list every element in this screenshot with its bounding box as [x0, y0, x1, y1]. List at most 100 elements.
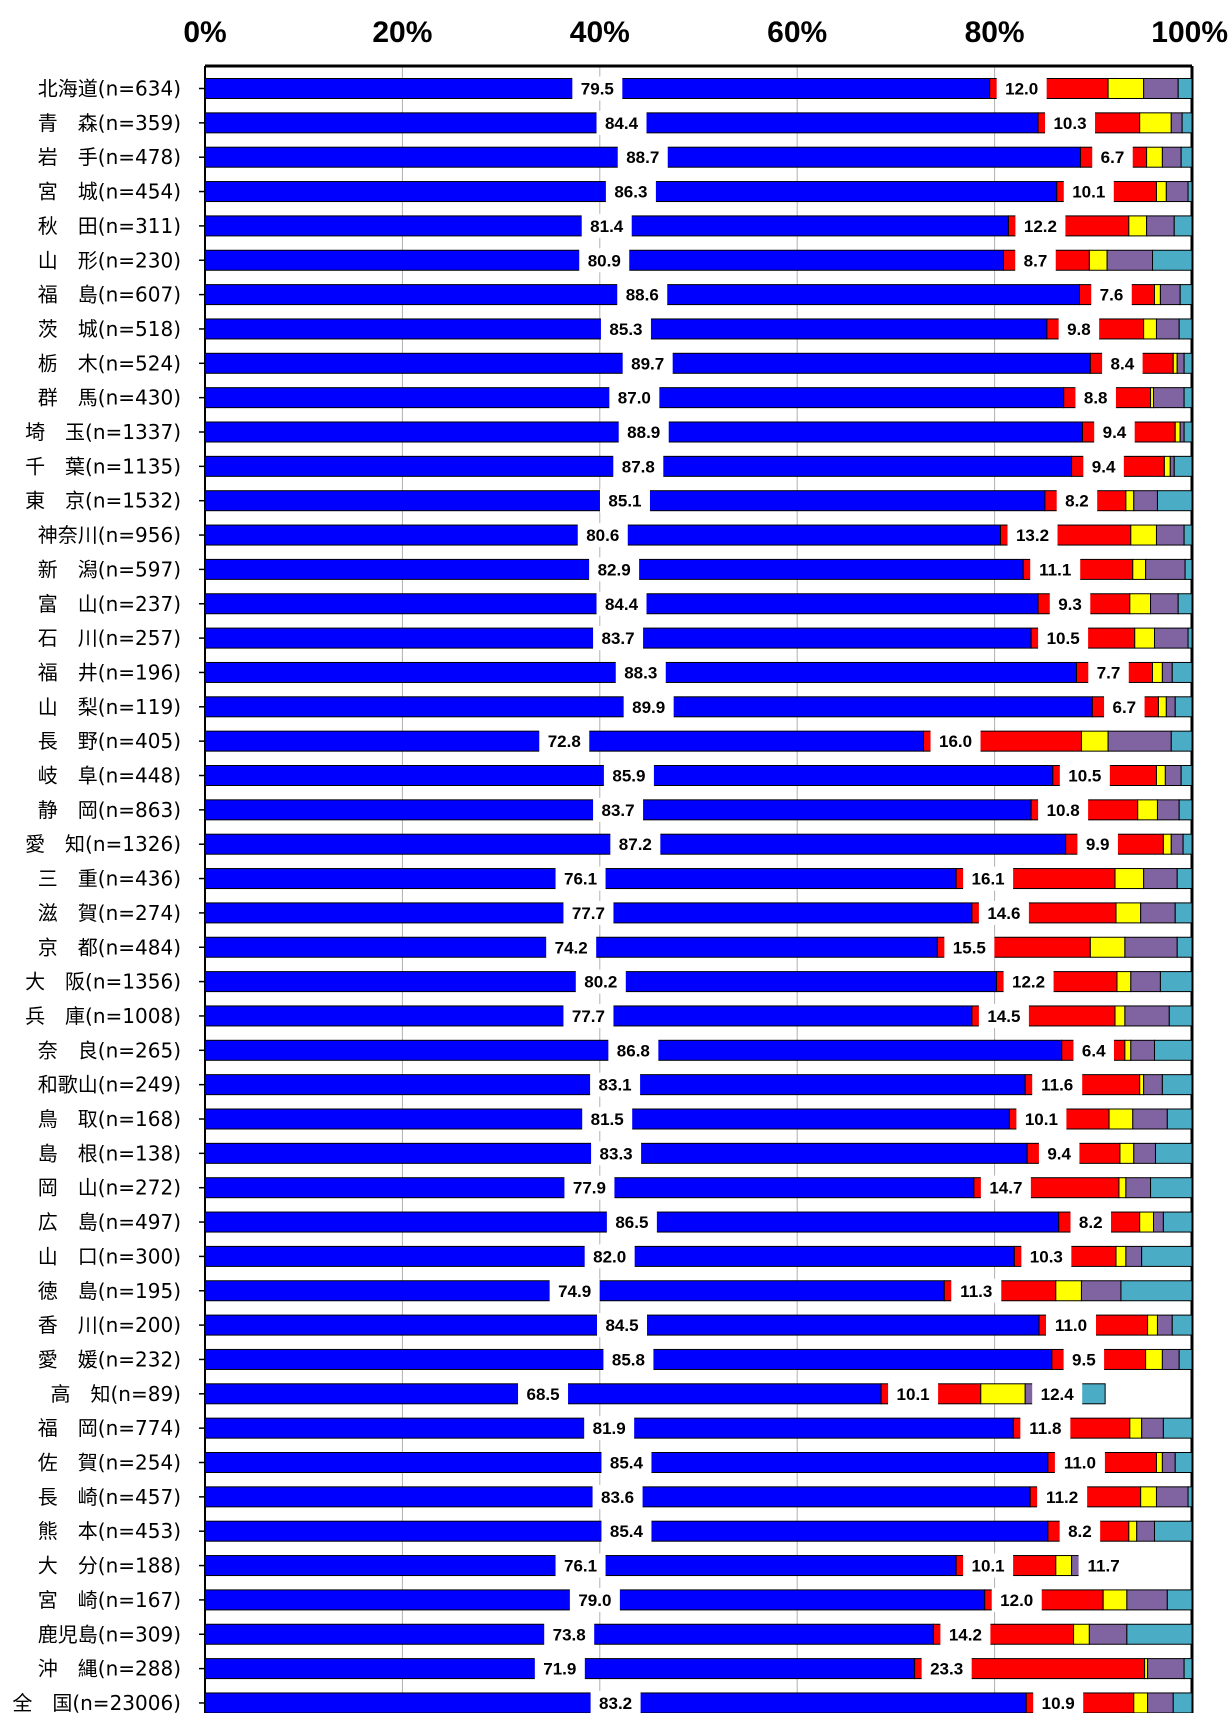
bar-segment: [1174, 696, 1193, 718]
data-label: 9.3: [1058, 595, 1082, 614]
data-label-bg: [1054, 1450, 1105, 1475]
bar-segment: [1129, 593, 1152, 615]
bar-segment: [1145, 1348, 1163, 1370]
data-label: 79.0: [578, 1591, 611, 1610]
bar-segment: [1156, 490, 1193, 512]
data-label-bg: [592, 1484, 643, 1509]
data-label: 84.5: [605, 1316, 638, 1335]
bar-segment: [1152, 249, 1193, 271]
category-label: 宮 城(n=454): [38, 180, 181, 204]
data-label: 12.0: [1000, 1591, 1033, 1610]
bar-segment: [1130, 524, 1157, 546]
data-label: 8.8: [1084, 389, 1108, 408]
data-label: 12.2: [1012, 973, 1045, 992]
bar-segment: [1130, 971, 1161, 993]
bar-segment: [1119, 1142, 1135, 1164]
data-label: 14.7: [989, 1179, 1022, 1198]
bar-segment: [1179, 421, 1185, 443]
data-label: 11.6: [1041, 1076, 1073, 1095]
category-label: 神奈川(n=956): [38, 523, 181, 547]
bar-segment: [1172, 1692, 1193, 1713]
bar-segment: [1120, 1280, 1193, 1302]
category-label: 山 形(n=230): [38, 248, 181, 272]
data-label: 85.3: [609, 320, 642, 339]
data-label-bg: [596, 110, 647, 135]
data-label-bg: [1038, 626, 1089, 651]
bar-segment: [1152, 661, 1163, 683]
data-label: 81.4: [590, 217, 624, 236]
bar-segment: [1166, 1589, 1193, 1611]
data-label: 79.5: [581, 80, 614, 99]
data-label: 7.7: [1097, 663, 1121, 682]
bar-segment: [1126, 1589, 1168, 1611]
bar-segment: [1143, 1074, 1163, 1096]
data-label-bg: [944, 935, 995, 960]
bar-segment: [1162, 1211, 1193, 1233]
data-label-bg: [1077, 832, 1118, 857]
bar-segment: [1176, 868, 1193, 890]
bar-segment: [1187, 1486, 1193, 1508]
data-label: 8.7: [1024, 251, 1048, 270]
bar-segment: [1128, 215, 1148, 237]
bar-segment: [1133, 1142, 1156, 1164]
x-tick-label: 40%: [570, 16, 630, 49]
data-label-bg: [888, 1381, 939, 1406]
data-label-bg: [618, 420, 669, 444]
data-label: 86.5: [615, 1213, 648, 1232]
bar-segment: [1170, 730, 1193, 752]
bar-segment: [1139, 1211, 1155, 1233]
data-label: 72.8: [548, 732, 581, 751]
data-label-bg: [610, 832, 661, 857]
data-label-bg: [603, 763, 654, 788]
bar-segment: [1183, 387, 1193, 409]
data-label: 11.7: [1088, 1557, 1120, 1576]
category-label: 京 都(n=484): [38, 935, 181, 959]
data-label: 84.4: [605, 595, 639, 614]
category-label: 埼 玉(n=1337): [25, 420, 181, 444]
bar-segment: [1125, 490, 1135, 512]
data-label: 14.6: [987, 904, 1020, 923]
data-label: 68.5: [527, 1385, 560, 1404]
bar-segment: [1155, 1452, 1163, 1473]
data-label: 81.5: [591, 1110, 624, 1129]
bar-segment: [1126, 1623, 1193, 1645]
data-label: 13.2: [1016, 526, 1049, 545]
data-label: 85.4: [610, 1454, 644, 1473]
bar-segment: [1161, 1074, 1193, 1096]
data-label-bg: [590, 1072, 641, 1097]
bar-segment: [1153, 1520, 1193, 1542]
bar-segment: [1180, 765, 1193, 786]
data-label: 9.4: [1092, 457, 1116, 476]
bar-segment: [1183, 421, 1193, 443]
data-label-bg: [1037, 1484, 1088, 1509]
bar-segment: [1125, 1245, 1143, 1267]
bar-segment: [1139, 1074, 1145, 1096]
bar-segment: [1073, 1623, 1090, 1645]
data-label-bg: [603, 1347, 654, 1372]
bar-segment: [1116, 971, 1132, 993]
category-label: 三 重(n=436): [38, 867, 181, 891]
category-label: 広 島(n=497): [38, 1210, 181, 1234]
data-label: 9.4: [1103, 423, 1127, 442]
x-tick-label: 100%: [1151, 16, 1228, 49]
data-label: 83.6: [601, 1488, 634, 1507]
bar-segment: [1143, 318, 1157, 340]
data-label-bg: [1063, 179, 1114, 204]
data-label-bg: [978, 900, 1029, 925]
bar-segment: [1107, 78, 1145, 99]
bar-segment: [1174, 421, 1181, 443]
data-label-bg: [980, 1175, 1031, 1200]
data-label: 73.8: [553, 1625, 586, 1644]
data-label-bg: [963, 866, 1014, 891]
data-label: 6.4: [1082, 1041, 1106, 1060]
data-label-bg: [577, 523, 628, 548]
bar-segment: [1166, 1108, 1193, 1130]
data-label: 12.4: [1041, 1385, 1075, 1404]
category-label: 福 井(n=196): [38, 660, 181, 684]
data-label: 83.7: [602, 801, 635, 820]
category-label: 静 岡(n=863): [38, 798, 181, 822]
bar-segment: [1136, 1520, 1155, 1542]
category-label: 愛 媛(n=232): [38, 1347, 181, 1371]
data-label-bg: [996, 76, 1047, 101]
